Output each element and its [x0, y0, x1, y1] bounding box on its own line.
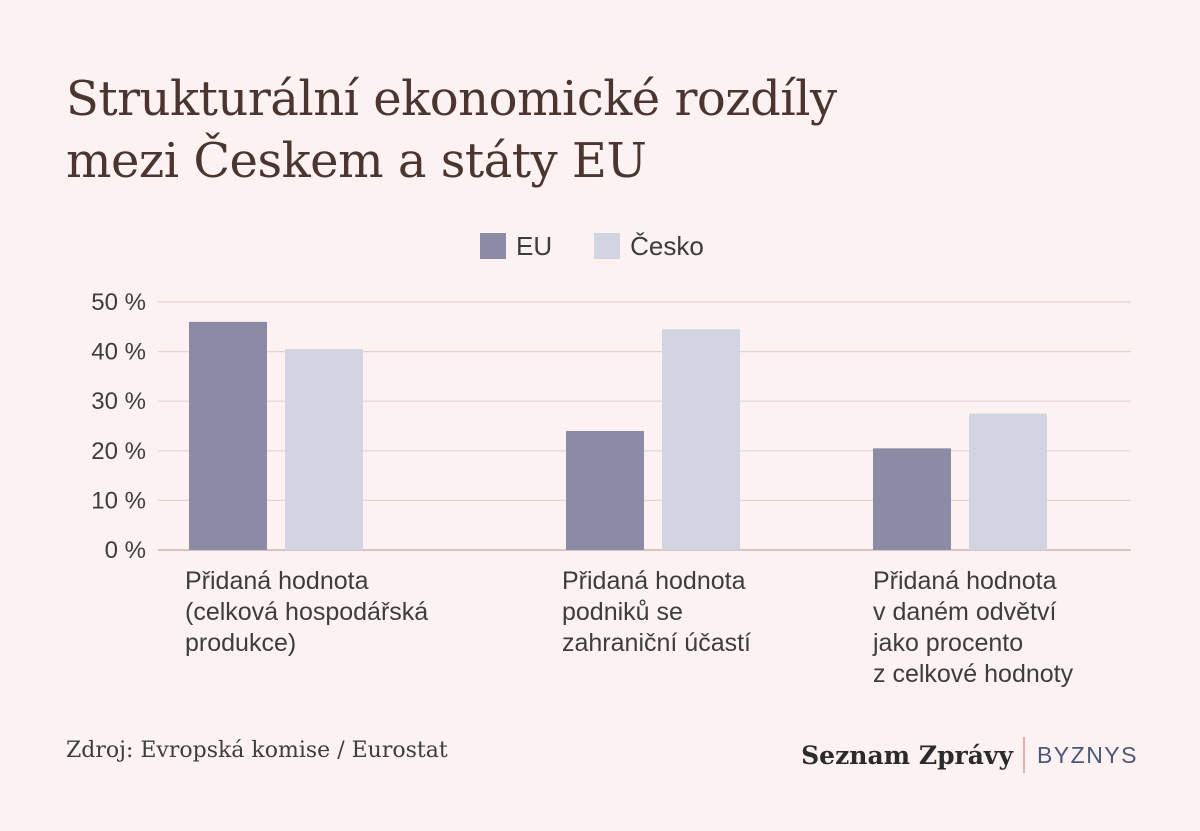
- category-label-2: Přidaná hodnota podniků se zahraniční úč…: [562, 567, 751, 657]
- bar-cesko-1: [285, 349, 363, 550]
- legend-swatch-cesko: [594, 233, 621, 259]
- legend-item-cesko: Česko: [594, 231, 704, 262]
- legend-label-eu: EU: [516, 230, 553, 261]
- bar-eu-3: [873, 448, 951, 550]
- bar-cesko-2: [662, 329, 740, 550]
- brand-name: Seznam Zprávy: [801, 740, 1013, 770]
- chart-title-line-2: mezi Českem a státy EU: [66, 133, 647, 189]
- y-tick-label: 10 %: [91, 487, 146, 514]
- bar-eu-2: [566, 430, 644, 550]
- category-label-1: Přidaná hodnota (celková hospodářská pro…: [185, 567, 429, 657]
- y-tick-label: 50 %: [91, 289, 146, 316]
- y-tick-label: 40 %: [91, 339, 146, 366]
- bar-cesko-3: [969, 413, 1047, 550]
- y-tick-label: 0 %: [105, 537, 146, 564]
- y-tick-label: 30 %: [91, 388, 146, 415]
- legend-swatch-eu: [480, 233, 506, 259]
- source-note: Zdroj: Evropská komise / Eurostat: [66, 738, 448, 763]
- brand-divider: [1022, 737, 1025, 773]
- bar-eu-1: [189, 321, 267, 550]
- legend-label-cesko: Česko: [630, 230, 704, 261]
- y-tick-label: 20 %: [91, 438, 146, 465]
- legend-item-eu: EU: [480, 231, 552, 262]
- chart-legend: EU Česko: [480, 228, 746, 264]
- chart-title-line-1: Strukturální ekonomické rozdíly: [66, 71, 837, 127]
- brand-logo: Seznam Zprávy BYZNYS: [801, 736, 1138, 774]
- brand-section: BYZNYS: [1036, 741, 1138, 768]
- category-label-3: Přidaná hodnota v daném odvětví jako pro…: [873, 567, 1074, 688]
- chart-title: Strukturální ekonomické rozdíly mezi Čes…: [66, 68, 1146, 192]
